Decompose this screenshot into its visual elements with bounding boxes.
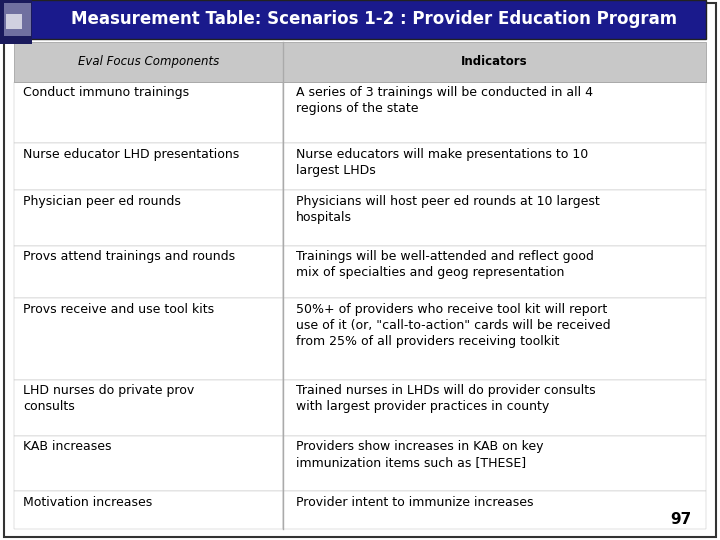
FancyBboxPatch shape: [282, 491, 706, 529]
Text: Trained nurses in LHDs will do provider consults
with largest provider practices: Trained nurses in LHDs will do provider …: [295, 384, 595, 414]
FancyBboxPatch shape: [282, 298, 706, 380]
Text: Physician peer ed rounds: Physician peer ed rounds: [23, 194, 181, 207]
FancyBboxPatch shape: [282, 436, 706, 491]
FancyBboxPatch shape: [14, 190, 282, 246]
Text: Measurement Table: Scenarios 1-2 : Provider Education Program: Measurement Table: Scenarios 1-2 : Provi…: [71, 10, 678, 29]
Text: Indicators: Indicators: [461, 55, 528, 69]
Text: KAB increases: KAB increases: [23, 440, 112, 453]
FancyBboxPatch shape: [4, 3, 31, 36]
FancyBboxPatch shape: [6, 14, 22, 29]
Text: Provs attend trainings and rounds: Provs attend trainings and rounds: [23, 250, 235, 263]
FancyBboxPatch shape: [14, 380, 282, 436]
FancyBboxPatch shape: [14, 298, 282, 380]
Text: Eval Focus Components: Eval Focus Components: [78, 55, 219, 69]
Text: Trainings will be well-attended and reflect good
mix of specialties and geog rep: Trainings will be well-attended and refl…: [295, 250, 593, 279]
Text: LHD nurses do private prov
consults: LHD nurses do private prov consults: [23, 384, 194, 414]
Text: Motivation increases: Motivation increases: [23, 496, 153, 509]
FancyBboxPatch shape: [282, 190, 706, 246]
FancyBboxPatch shape: [282, 82, 706, 144]
FancyBboxPatch shape: [14, 436, 282, 491]
Text: Provider intent to immunize increases: Provider intent to immunize increases: [295, 496, 533, 509]
FancyBboxPatch shape: [14, 82, 282, 144]
FancyBboxPatch shape: [14, 0, 706, 39]
Text: Providers show increases in KAB on key
immunization items such as [THESE]: Providers show increases in KAB on key i…: [295, 440, 543, 469]
Text: Nurse educator LHD presentations: Nurse educator LHD presentations: [23, 148, 239, 161]
FancyBboxPatch shape: [282, 380, 706, 436]
FancyBboxPatch shape: [0, 0, 32, 44]
FancyBboxPatch shape: [4, 3, 716, 537]
FancyBboxPatch shape: [14, 246, 282, 298]
Text: Provs receive and use tool kits: Provs receive and use tool kits: [23, 302, 214, 316]
Text: A series of 3 trainings will be conducted in all 4
regions of the state: A series of 3 trainings will be conducte…: [295, 86, 593, 116]
FancyBboxPatch shape: [14, 42, 282, 82]
FancyBboxPatch shape: [282, 144, 706, 190]
FancyBboxPatch shape: [282, 42, 706, 82]
Text: Nurse educators will make presentations to 10
largest LHDs: Nurse educators will make presentations …: [295, 148, 588, 177]
Text: 97: 97: [670, 511, 691, 526]
Text: Physicians will host peer ed rounds at 10 largest
hospitals: Physicians will host peer ed rounds at 1…: [295, 194, 599, 224]
Text: Conduct immuno trainings: Conduct immuno trainings: [23, 86, 189, 99]
FancyBboxPatch shape: [14, 144, 282, 190]
FancyBboxPatch shape: [14, 491, 282, 529]
FancyBboxPatch shape: [282, 246, 706, 298]
Text: 50%+ of providers who receive tool kit will report
use of it (or, "call-to-actio: 50%+ of providers who receive tool kit w…: [295, 302, 610, 348]
